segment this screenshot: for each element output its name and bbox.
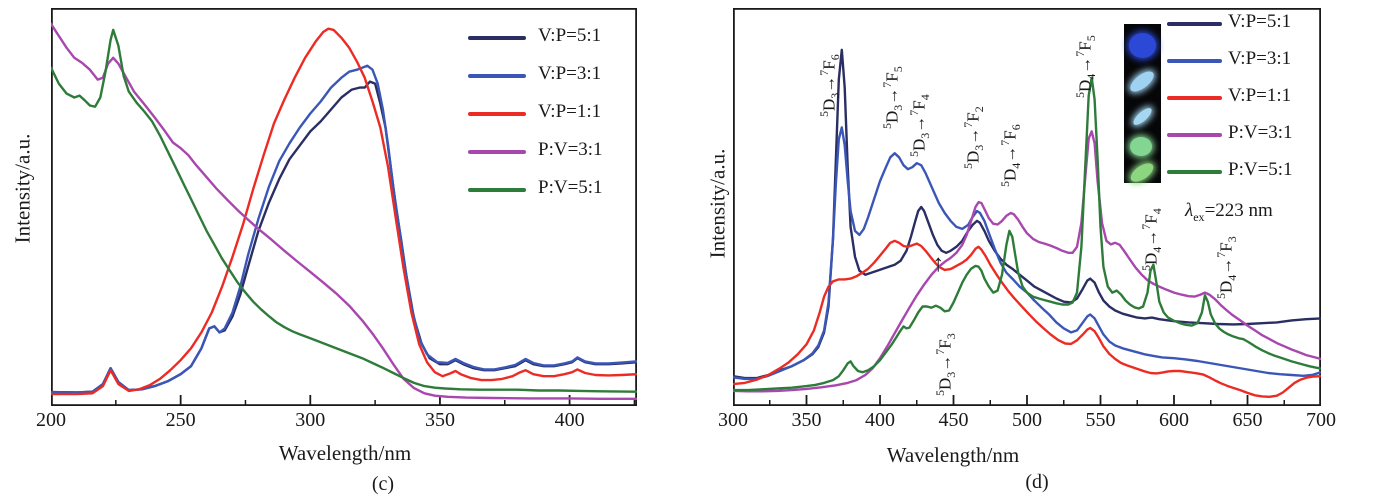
- legend-swatch-V:P=3:1: [468, 74, 526, 78]
- series-V:P=5:1: [51, 80, 637, 394]
- transition-annotation-5D3-7F4: 5D3→7F4: [906, 94, 932, 158]
- x-tick-label-d: 550: [1085, 409, 1116, 431]
- glowing-sample-blob: [1128, 32, 1156, 58]
- series-P:V=3:1: [733, 130, 1321, 393]
- x-tick-label-d: 300: [718, 409, 748, 431]
- legend-label-V:P=1:1: V:P=1:1: [1228, 85, 1292, 106]
- legend-label-V:P=5:1: V:P=5:1: [538, 25, 602, 46]
- x-tick-label-c: 400: [554, 409, 585, 431]
- x-tick-label-d: 450: [938, 409, 969, 431]
- transition-annotation-5D4-7F6: 5D4→7F6: [997, 124, 1023, 188]
- legend-swatch-V:P=5:1: [1167, 22, 1222, 26]
- legend-label-P:V=3:1: P:V=3:1: [538, 139, 603, 160]
- x-axis-label-d: Wavelength/nm: [886, 443, 1020, 467]
- x-tick-label-d: 400: [865, 409, 895, 431]
- legend-swatch-V:P=5:1: [468, 36, 526, 40]
- legend-swatch-P:V=3:1: [468, 150, 526, 154]
- series-V:P=3:1: [733, 126, 1321, 381]
- legend-label-V:P=3:1: V:P=3:1: [538, 63, 602, 84]
- legend-label-P:V=5:1: P:V=5:1: [1228, 159, 1293, 180]
- x-tick-label-d: 700: [1306, 409, 1336, 431]
- sample-photo-inset: [1124, 24, 1161, 185]
- transition-annotation-5D4-7F4: 5D4→7F4: [1139, 207, 1165, 271]
- transition-annotation-5D3-7F3: 5D3→7F3: [933, 333, 959, 397]
- excitation-wavelength-label: λex=223 nm: [1185, 200, 1273, 224]
- transition-annotation-5D3-7F2: 5D3→7F2: [961, 106, 987, 170]
- legend-label-P:V=3:1: P:V=3:1: [1228, 122, 1293, 143]
- legend-swatch-P:V=5:1: [1167, 170, 1222, 174]
- plot-area-d: [733, 8, 1321, 406]
- x-tick-label-c: 250: [165, 409, 196, 431]
- glowing-sample-blob: [1127, 159, 1157, 185]
- x-tick-label-d: 350: [791, 409, 822, 431]
- y-axis-label-d: Intensity/a.u.: [705, 148, 730, 259]
- y-axis-label-c: Intensity/a.u.: [10, 133, 35, 244]
- series-P:V=5:1: [51, 28, 637, 393]
- caption-d: (d): [1025, 471, 1049, 493]
- plot-area-c: [51, 8, 637, 406]
- series-V:P=5:1: [733, 48, 1321, 380]
- x-tick-label-c: 300: [295, 409, 326, 431]
- legend-swatch-V:P=1:1: [468, 112, 526, 116]
- caption-c: (c): [371, 473, 395, 495]
- legend-swatch-V:P=3:1: [1167, 59, 1222, 63]
- series-V:P=1:1: [733, 239, 1321, 398]
- x-tick-label-d: 600: [1159, 409, 1189, 431]
- x-tick-label-c: 350: [424, 409, 455, 431]
- axes-box-d: [733, 8, 1321, 406]
- peak-pointer-arrow-icon: ↑: [932, 251, 945, 278]
- legend-label-P:V=5:1: P:V=5:1: [538, 177, 603, 198]
- legend-swatch-P:V=3:1: [1167, 133, 1222, 137]
- transition-annotation-5D3-7F5: 5D3→7F5: [880, 66, 906, 130]
- legend-swatch-V:P=1:1: [1167, 96, 1222, 100]
- x-tick-label-c: 200: [36, 409, 66, 431]
- x-tick-label-d: 650: [1232, 409, 1263, 431]
- series-V:P=1:1: [51, 27, 637, 396]
- legend-label-V:P=1:1: V:P=1:1: [538, 101, 602, 122]
- legend-label-V:P=3:1: V:P=3:1: [1228, 48, 1292, 69]
- glowing-sample-blob: [1130, 136, 1152, 156]
- transition-annotation-5D4-7F5: 5D4→7F5: [1072, 34, 1098, 98]
- glowing-sample-blob: [1130, 104, 1154, 128]
- series-V:P=3:1: [51, 64, 637, 394]
- series-P:V=5:1: [733, 76, 1321, 392]
- x-tick-label-d: 500: [1012, 409, 1042, 431]
- transition-annotation-5D4-7F3: 5D4→7F3: [1214, 235, 1240, 299]
- axes-box-c: [51, 8, 637, 406]
- transition-annotation-5D3-7F6: 5D3→7F6: [817, 54, 843, 118]
- legend-swatch-P:V=5:1: [468, 188, 526, 192]
- legend-label-V:P=5:1: V:P=5:1: [1228, 11, 1292, 32]
- x-axis-label-c: Wavelength/nm: [278, 441, 412, 465]
- glowing-sample-blob: [1126, 67, 1158, 95]
